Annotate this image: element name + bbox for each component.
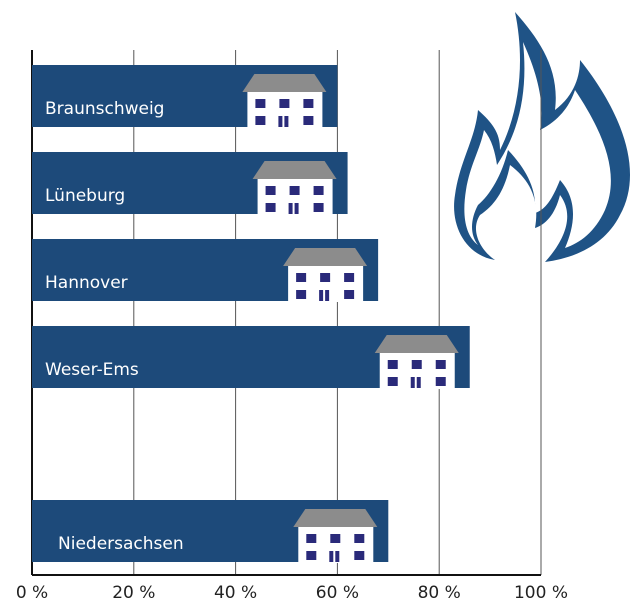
house-part [354, 534, 365, 543]
house-part [374, 335, 459, 353]
category-label: Lüneburg [45, 186, 125, 206]
house-part [252, 161, 337, 179]
house-part [296, 290, 307, 299]
house-icon [283, 248, 368, 302]
house-part [411, 360, 422, 369]
house-part [265, 203, 276, 212]
house-icon [374, 335, 459, 389]
house-part [330, 534, 341, 543]
category-label: Hannover [45, 273, 128, 293]
house-part [410, 377, 415, 388]
x-tick-label: 60 % [316, 583, 359, 603]
house-icon [293, 509, 378, 563]
category-label: Niedersachsen [58, 534, 184, 554]
x-tick-label: 40 % [214, 583, 257, 603]
house-part [319, 290, 324, 301]
category-label: Weser-Ems [45, 360, 139, 380]
house-part [255, 99, 266, 108]
house-part [435, 360, 446, 369]
x-tick-label: 100 % [514, 583, 568, 603]
flame-icon [454, 12, 631, 262]
category-label: Braunschweig [45, 99, 164, 119]
house-part [255, 116, 266, 125]
house-part [303, 116, 314, 125]
house-part [435, 377, 446, 386]
house-part [306, 534, 317, 543]
house-part [416, 377, 421, 388]
house-part [320, 273, 331, 282]
house-part [284, 116, 289, 127]
house-part [335, 551, 340, 562]
house-icon [242, 74, 327, 128]
house-part [325, 290, 330, 301]
house-part [387, 360, 398, 369]
house-part [288, 203, 293, 214]
house-part [303, 99, 314, 108]
x-tick-label: 20 % [112, 583, 155, 603]
house-part [354, 551, 365, 560]
house-part [387, 377, 398, 386]
house-part [306, 551, 317, 560]
house-part [344, 290, 355, 299]
house-part [283, 248, 368, 266]
house-part [279, 99, 290, 108]
house-part [313, 203, 324, 212]
house-part [313, 186, 324, 195]
house-part [296, 273, 307, 282]
x-tick-label: 0 % [16, 583, 48, 603]
house-part [278, 116, 283, 127]
house-part [329, 551, 334, 562]
house-part [242, 74, 327, 92]
house-part [265, 186, 276, 195]
house-part [344, 273, 355, 282]
house-icon [252, 161, 337, 215]
house-part [294, 203, 299, 214]
house-part [289, 186, 300, 195]
house-part [293, 509, 378, 527]
x-tick-label: 80 % [418, 583, 461, 603]
